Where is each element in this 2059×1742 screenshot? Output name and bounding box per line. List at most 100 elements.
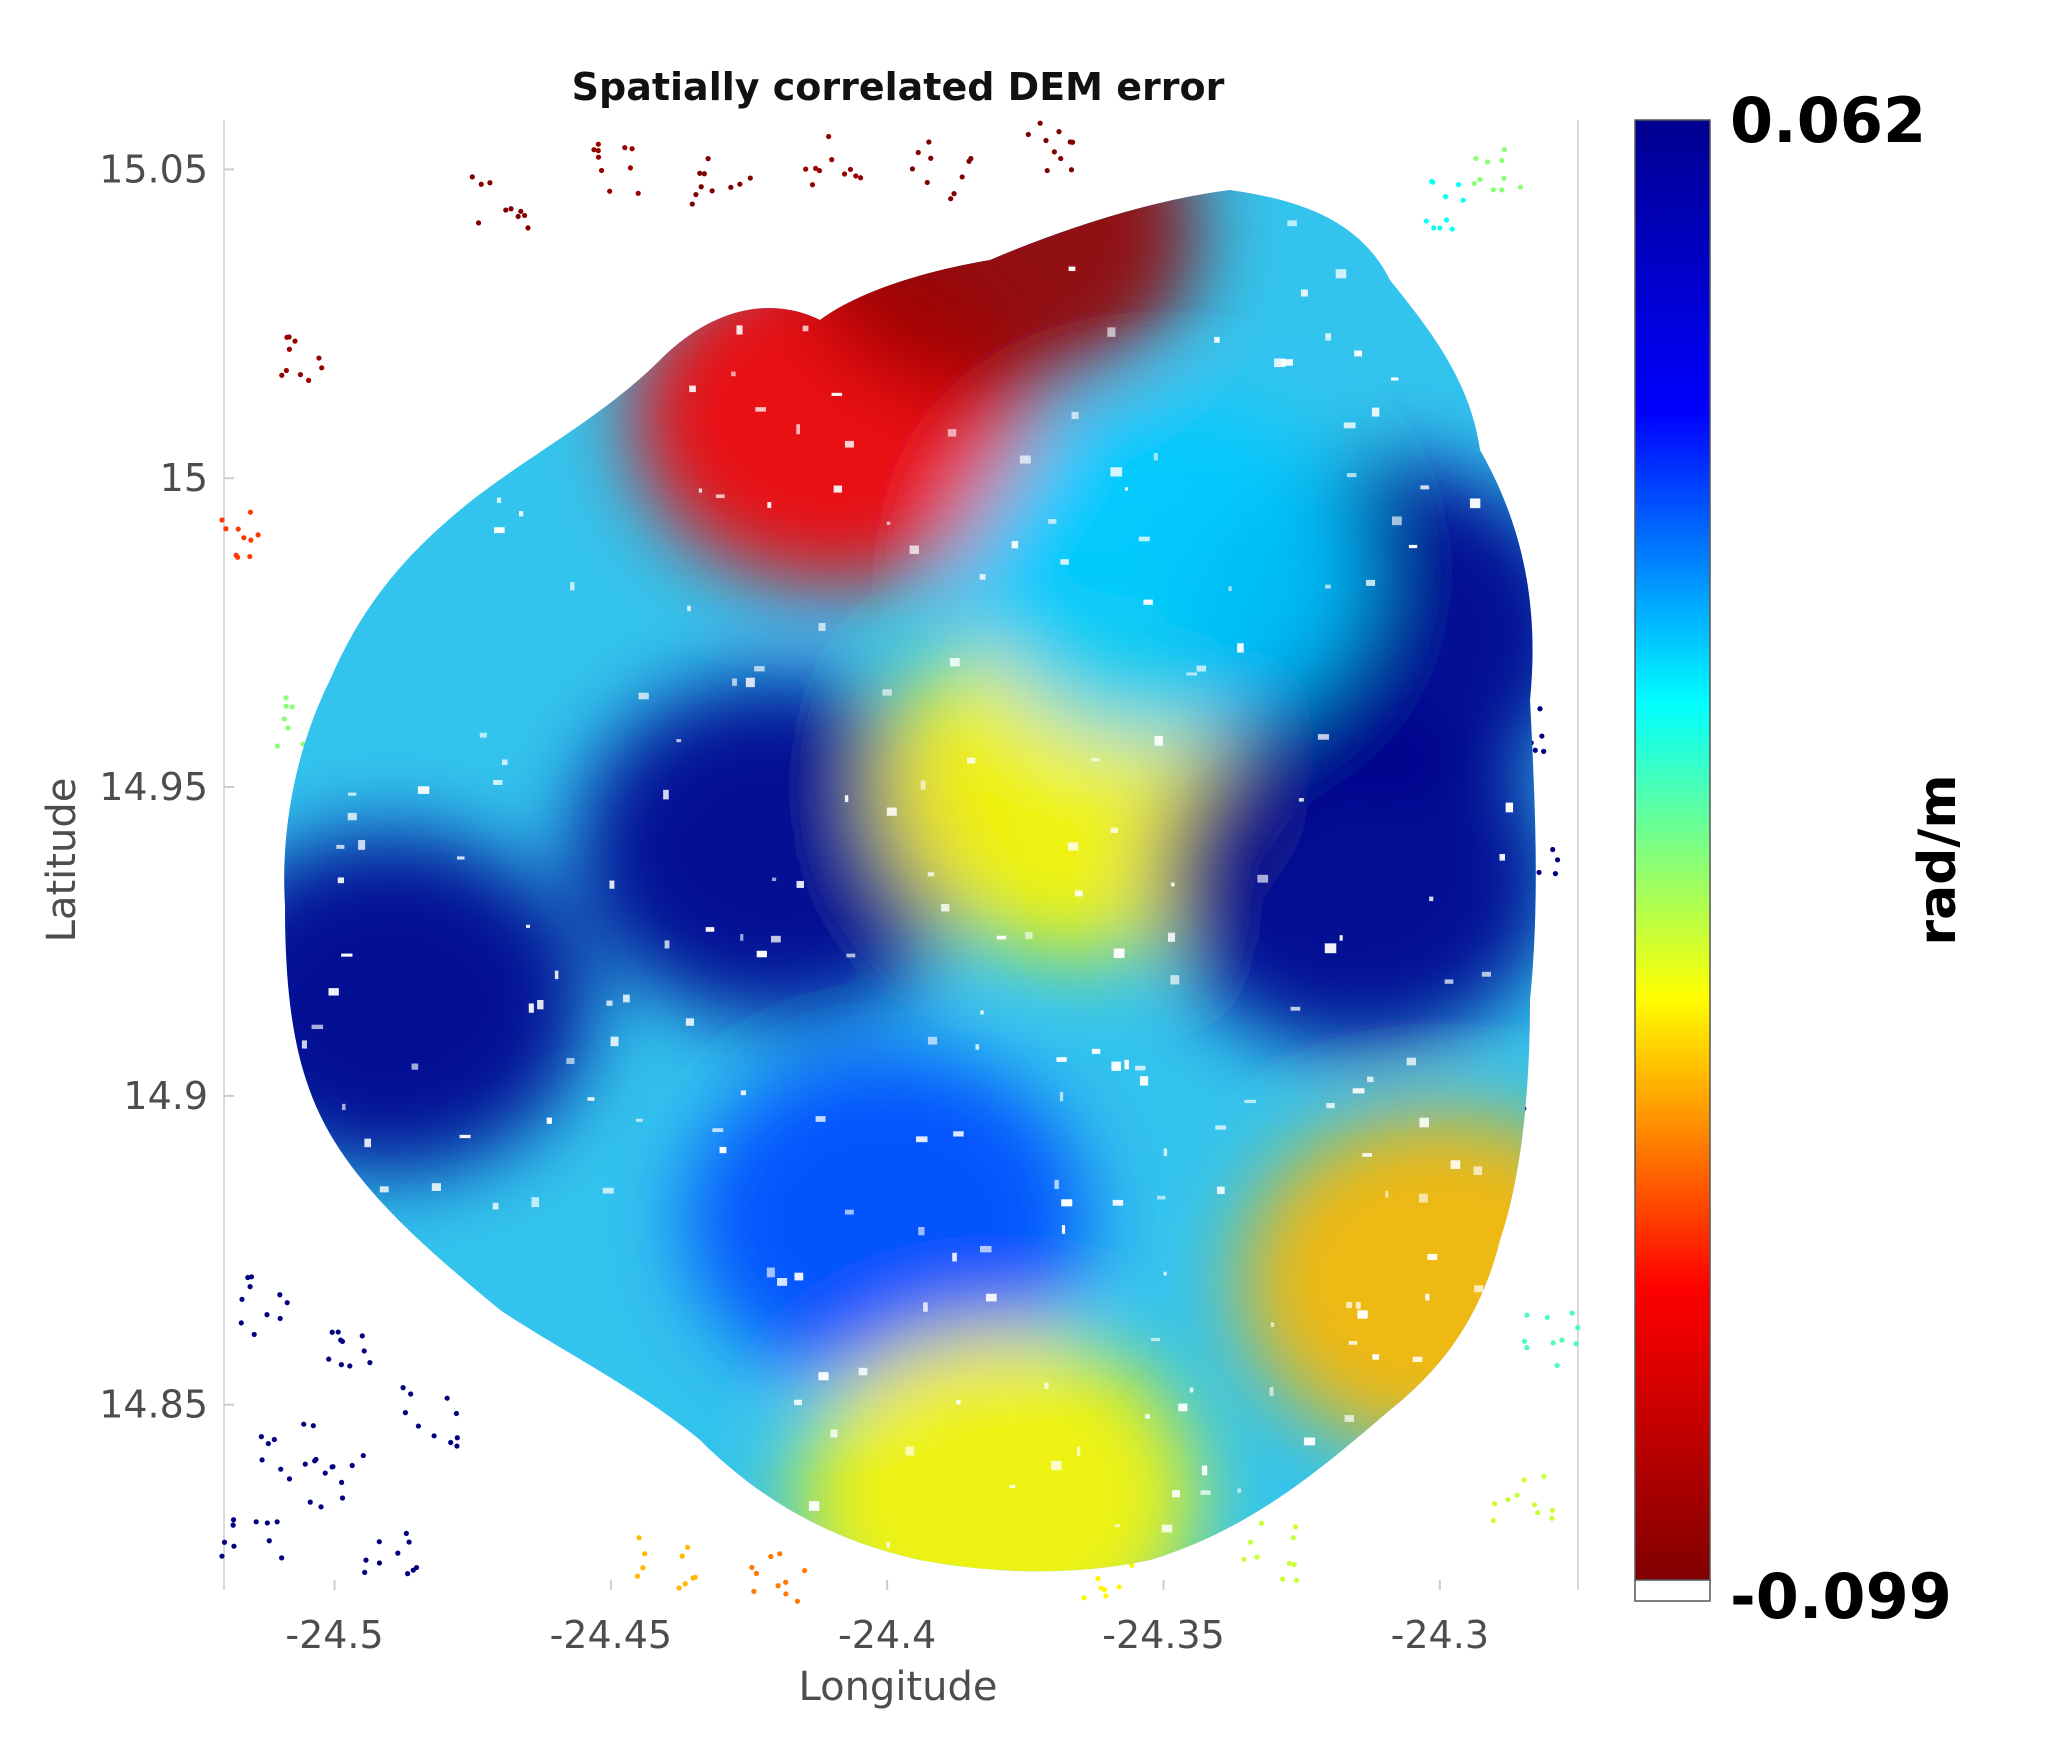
speckle-gap xyxy=(347,812,357,821)
outer-point xyxy=(1455,182,1462,188)
speckle-gap xyxy=(1139,1076,1149,1086)
outer-point xyxy=(404,1571,411,1577)
outer-point xyxy=(1081,1595,1087,1601)
outer-point xyxy=(408,1391,414,1397)
speckle-gap xyxy=(1447,298,1453,303)
x-axis-ticks: -24.5 -24.45 -24.4 -24.35 -24.3 xyxy=(285,1580,1489,1657)
outer-point xyxy=(777,1551,783,1557)
speckle-gap xyxy=(1237,1488,1242,1493)
speckle-gap xyxy=(1371,407,1380,417)
speckle-gap xyxy=(754,666,765,672)
speckle-gap xyxy=(609,1392,620,1401)
outer-point xyxy=(1531,1502,1538,1508)
y-axis-label: Latitude xyxy=(39,778,85,943)
outer-point xyxy=(238,1320,244,1326)
speckle-gap xyxy=(979,574,986,580)
speckle-gap xyxy=(1138,536,1150,542)
outer-point xyxy=(607,188,613,194)
speckle-gap xyxy=(1171,882,1175,887)
speckle-gap xyxy=(1412,1356,1423,1362)
outer-point xyxy=(598,167,605,174)
speckle-gap xyxy=(379,1186,389,1193)
speckle-gap xyxy=(844,1209,854,1215)
plot-area xyxy=(219,120,1581,1604)
outer-point xyxy=(1442,194,1449,200)
speckle-gap xyxy=(956,1399,961,1405)
outer-point xyxy=(478,181,484,187)
outer-point xyxy=(1550,1340,1556,1346)
speckle-gap xyxy=(1450,1160,1461,1169)
outer-point xyxy=(230,1522,236,1528)
speckle-gap xyxy=(731,371,736,377)
speckle-gap xyxy=(554,970,559,980)
speckle-gap xyxy=(1325,333,1332,341)
speckle-gap xyxy=(1274,358,1286,368)
outer-point xyxy=(853,173,859,179)
speckle-gap xyxy=(953,1131,964,1137)
outer-point xyxy=(1559,1337,1565,1343)
speckle-gap xyxy=(1427,1254,1438,1261)
speckle-gap xyxy=(732,678,737,686)
speckle-gap xyxy=(1444,979,1454,984)
outer-point xyxy=(255,532,261,538)
speckle-gap xyxy=(1335,269,1347,279)
outer-point xyxy=(1471,180,1477,187)
outer-point xyxy=(1103,1593,1109,1599)
y-axis-ticks: 14.85 14.9 14.95 15 15.05 xyxy=(99,147,234,1427)
speckle-gap xyxy=(340,449,351,458)
speckle-gap xyxy=(767,502,772,509)
speckle-gap xyxy=(411,1063,419,1070)
speckle-gap xyxy=(947,429,957,437)
speckle-gap xyxy=(337,877,344,884)
speckle-gap xyxy=(1113,948,1125,958)
speckle-gap xyxy=(1154,736,1163,746)
outer-point xyxy=(728,184,734,190)
colorbar-min-label: -0.099 xyxy=(1730,1560,1952,1633)
outer-point xyxy=(310,1423,316,1429)
outer-point xyxy=(347,1363,353,1369)
y-tick-label: 14.95 xyxy=(99,765,208,809)
outer-point xyxy=(330,1464,336,1470)
outer-point xyxy=(693,191,699,198)
speckle-gap xyxy=(1469,498,1481,509)
outer-point xyxy=(1431,225,1437,231)
outer-point xyxy=(515,213,521,220)
colorbar-max-label: 0.062 xyxy=(1730,84,1926,157)
speckle-gap xyxy=(1470,1421,1481,1428)
outer-point xyxy=(1430,179,1436,185)
speckle-gap xyxy=(1457,1489,1461,1494)
outer-point xyxy=(595,154,602,160)
outer-point xyxy=(264,1312,270,1318)
speckle-gap xyxy=(546,1117,552,1124)
speckle-gap xyxy=(886,521,891,525)
outer-point xyxy=(444,1395,450,1401)
outer-point xyxy=(1536,869,1542,876)
outer-point xyxy=(235,526,241,532)
outer-point xyxy=(924,179,930,186)
speckle-gap xyxy=(1348,1340,1358,1345)
outer-point xyxy=(431,1433,437,1439)
outer-point xyxy=(809,182,816,188)
speckle-gap xyxy=(1257,874,1269,883)
speckle-gap xyxy=(1391,377,1399,381)
speckle-gap xyxy=(1419,1117,1429,1128)
outer-point xyxy=(1569,1310,1575,1316)
speckle-gap xyxy=(1406,1057,1417,1066)
speckle-gap xyxy=(1178,1403,1188,1412)
outer-point xyxy=(338,1362,344,1368)
region-color-blobs xyxy=(284,190,1536,1572)
region-southern-rim xyxy=(797,1327,1198,1572)
outer-point xyxy=(286,346,292,352)
outer-point xyxy=(595,147,601,154)
speckle-gap xyxy=(1324,943,1337,954)
speckle-gap xyxy=(531,1197,540,1208)
speckle-gap xyxy=(1427,252,1439,259)
outer-point xyxy=(966,158,972,164)
outer-point xyxy=(402,1410,409,1416)
speckle-gap xyxy=(453,425,457,433)
outer-point xyxy=(847,166,854,173)
speckle-gap xyxy=(818,1372,829,1381)
speckle-gap xyxy=(1343,422,1356,429)
outer-point xyxy=(690,1575,696,1581)
